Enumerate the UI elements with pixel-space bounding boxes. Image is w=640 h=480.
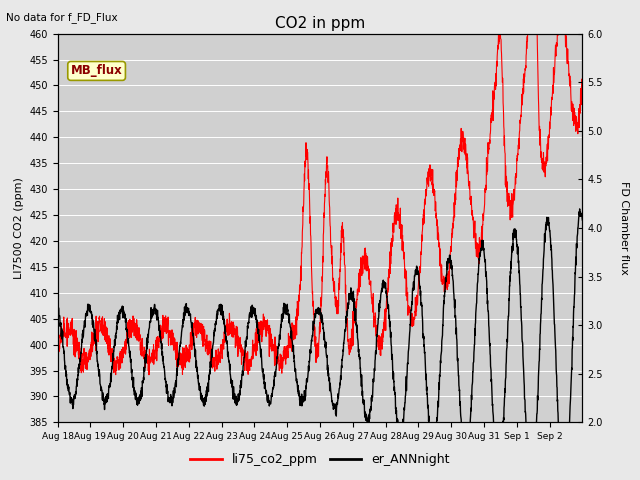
Title: CO2 in ppm: CO2 in ppm — [275, 16, 365, 31]
Text: No data for f_FD_Flux: No data for f_FD_Flux — [6, 12, 118, 23]
Legend: li75_co2_ppm, er_ANNnight: li75_co2_ppm, er_ANNnight — [186, 448, 454, 471]
Y-axis label: LI7500 CO2 (ppm): LI7500 CO2 (ppm) — [13, 177, 24, 279]
Y-axis label: FD Chamber flux: FD Chamber flux — [620, 181, 629, 275]
Text: MB_flux: MB_flux — [70, 64, 122, 77]
